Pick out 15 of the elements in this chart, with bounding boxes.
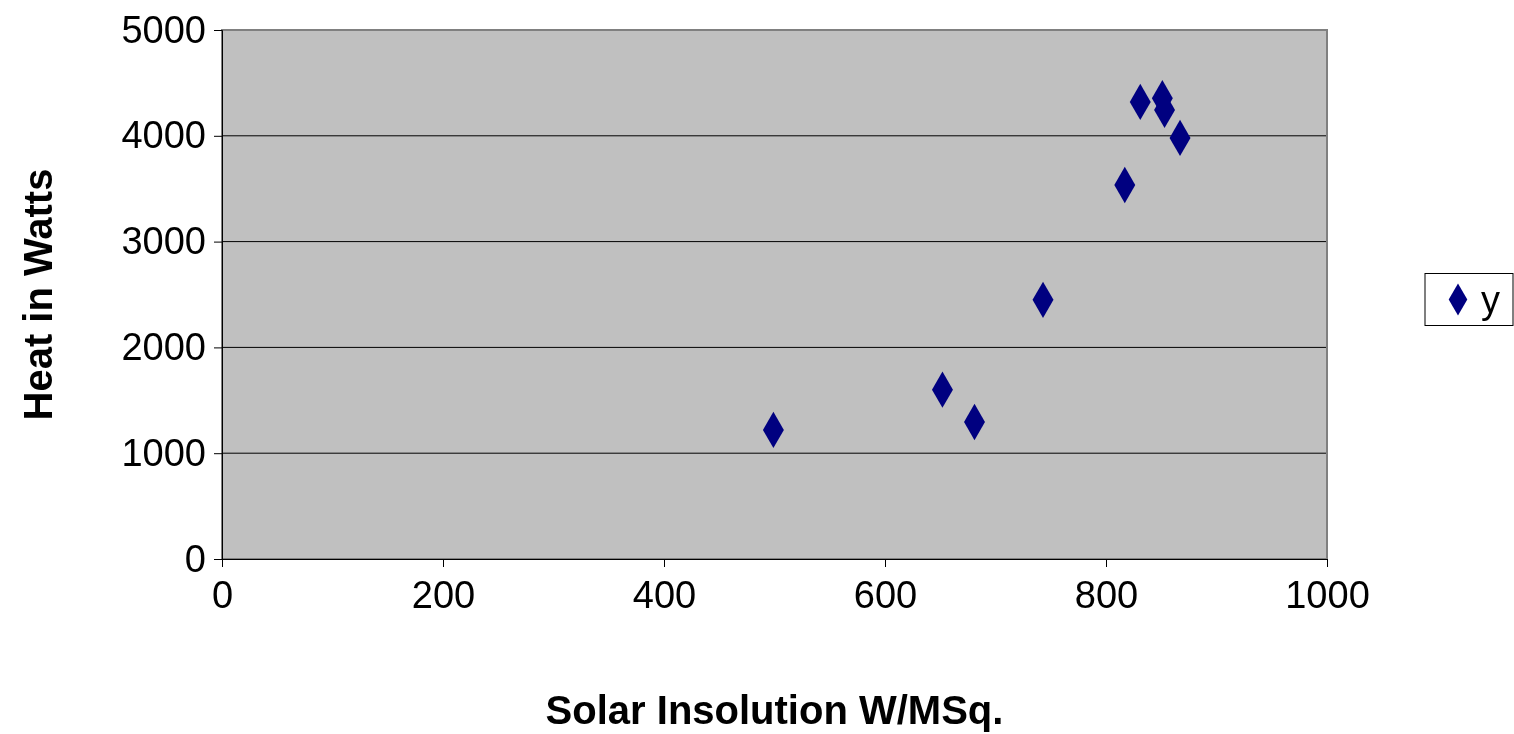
x-tick-label: 400	[632, 573, 697, 616]
x-axis-title: Solar Insolution W/MSq.	[545, 688, 1004, 732]
y-tick-label: 1000	[121, 431, 206, 474]
y-tick-label: 0	[184, 537, 206, 580]
x-tick-label: 600	[853, 573, 918, 616]
y-tick-label: 2000	[121, 326, 206, 369]
y-tick-label: 3000	[121, 220, 206, 263]
x-tick-label: 0	[211, 573, 234, 616]
y-tick-label: 4000	[121, 114, 206, 157]
legend-label: y	[1481, 278, 1500, 321]
y-tick-label: 5000	[121, 8, 206, 51]
y-axis-title: Heat in Watts	[16, 168, 60, 421]
x-tick-label: 200	[411, 573, 476, 616]
x-tick-label: 800	[1074, 573, 1139, 616]
x-tick-label: 1000	[1285, 573, 1370, 616]
